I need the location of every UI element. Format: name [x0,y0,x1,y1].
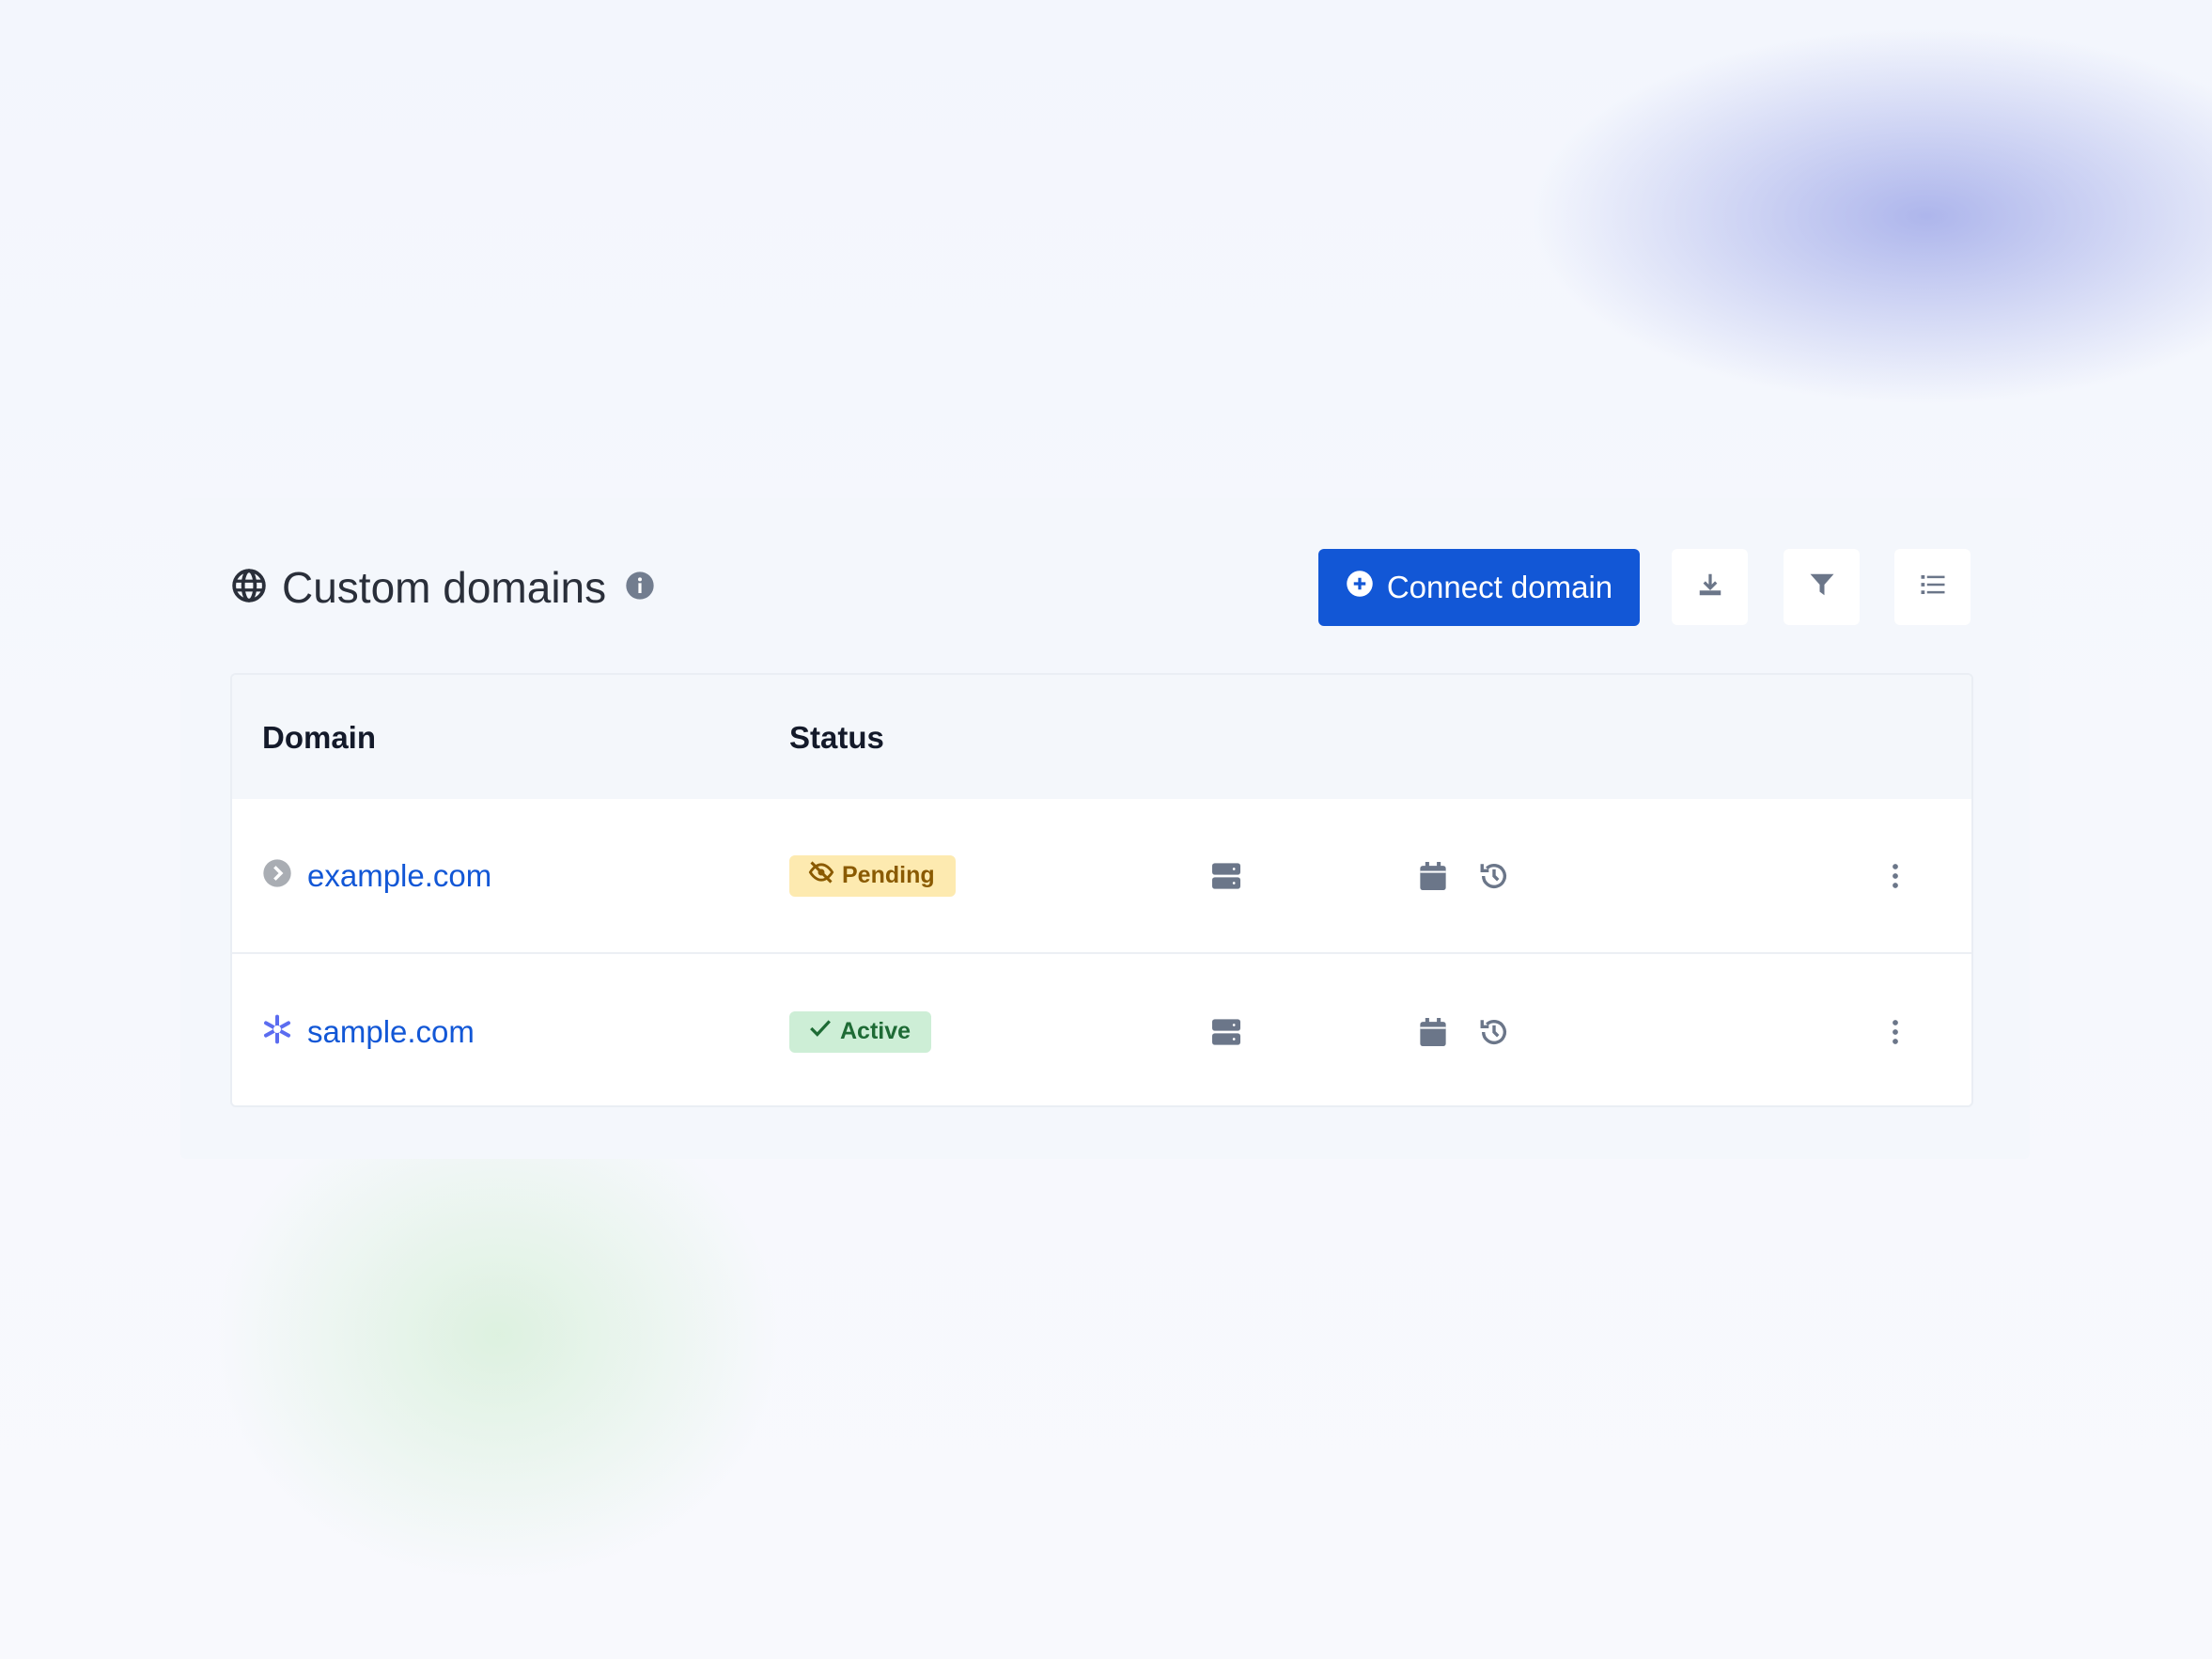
history-icon[interactable] [1478,1016,1510,1048]
connect-domain-button[interactable]: Connect domain [1318,549,1640,626]
status-badge: Pending [789,854,956,897]
kebab-menu-icon[interactable] [1891,862,1900,890]
domain-link[interactable]: example.com [307,857,492,893]
server-icon[interactable] [1210,1018,1242,1046]
server-icon[interactable] [1210,862,1242,890]
history-icon[interactable] [1478,860,1510,892]
kebab-menu-icon[interactable] [1891,1018,1900,1046]
page-title: Custom domains [282,563,607,612]
calendar-icon[interactable] [1419,1016,1447,1048]
column-domain: Domain [262,720,377,755]
page-header: Custom domains [231,549,655,626]
info-icon[interactable] [625,571,655,605]
table-row: sample.com Active [232,954,1971,1105]
domains-table: Domain Status example.com Pending sample… [230,673,1973,1107]
column-status: Status [789,720,884,755]
check-icon [808,1016,833,1047]
plus-circle-icon [1346,570,1374,605]
download-icon [1696,571,1724,603]
table-header: Domain Status [232,675,1971,799]
globe-icon [231,568,267,608]
table-row: example.com Pending [232,799,1971,954]
download-button[interactable] [1672,549,1748,625]
list-icon [1919,571,1947,603]
columns-button[interactable] [1894,549,1971,625]
filter-icon [1808,571,1836,603]
eye-slash-icon [808,859,834,892]
domain-link[interactable]: sample.com [307,1013,475,1049]
status-badge: Active [789,1010,932,1053]
calendar-icon[interactable] [1419,860,1447,892]
filter-button[interactable] [1784,549,1860,625]
sparkle-icon [262,1014,292,1049]
chevron-circle-icon[interactable] [262,858,292,893]
